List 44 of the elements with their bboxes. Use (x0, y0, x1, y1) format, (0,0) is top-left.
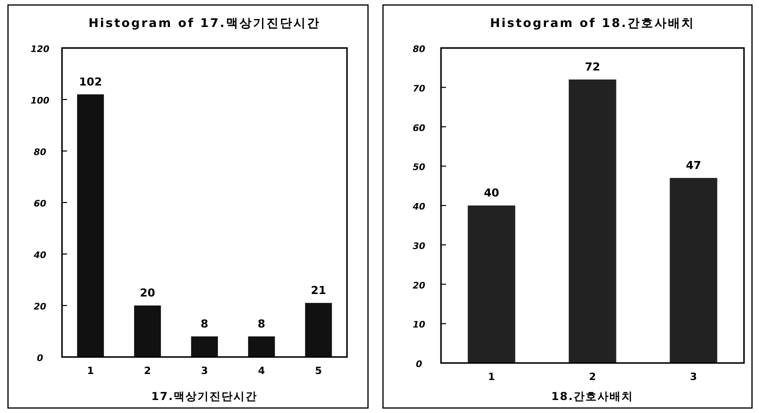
data-label: 40 (484, 186, 500, 200)
bar (468, 206, 516, 363)
y-tick-label: 10 (412, 320, 426, 331)
bar (191, 336, 218, 357)
data-label: 47 (686, 158, 702, 172)
y-tick-label: 40 (32, 251, 46, 261)
y-tick-label: 70 (412, 84, 426, 94)
x-tick-label: 2 (589, 372, 596, 383)
y-tick-label: 100 (30, 96, 50, 106)
x-axis-title: 18.간호사배치 (551, 390, 634, 403)
y-tick-label: 80 (34, 148, 46, 158)
y-tick-label: 20 (34, 302, 46, 312)
data-label: 102 (79, 75, 102, 88)
x-tick-label: 2 (144, 366, 152, 377)
bar (248, 336, 275, 357)
x-tick-label: 1 (87, 366, 94, 377)
y-tick-label: 0 (416, 360, 422, 370)
data-label: 20 (140, 286, 156, 300)
y-tick-label: 80 (412, 45, 426, 55)
y-tick-label: 120 (30, 45, 50, 55)
bar (305, 302, 332, 357)
y-tick-label: 0 (36, 354, 44, 364)
y-tick-label: 50 (412, 163, 426, 174)
bar (77, 94, 104, 357)
chart-title: Histogram of 18.간호사배치 (490, 16, 695, 30)
y-tick-label: 60 (412, 124, 426, 134)
chart-title: Histogram of 17.맥상기진단시간 (88, 16, 320, 30)
x-tick-label: 3 (690, 372, 698, 383)
y-tick-label: 20 (412, 281, 426, 292)
bar (568, 80, 616, 363)
bar (670, 178, 718, 363)
x-tick-label: 1 (488, 372, 496, 383)
data-label: 8 (258, 317, 266, 330)
x-axis-title: 17.맥상기진단시간 (151, 390, 258, 403)
y-tick-label: 60 (34, 200, 46, 210)
y-tick-label: 40 (412, 202, 426, 212)
data-label: 8 (200, 317, 208, 330)
x-tick-label: 3 (201, 366, 208, 377)
data-label: 72 (584, 60, 600, 74)
x-tick-label: 5 (315, 366, 322, 377)
bar (134, 306, 161, 357)
x-tick-label: 4 (258, 366, 266, 377)
y-tick-label: 30 (412, 242, 426, 252)
data-label: 21 (310, 284, 326, 297)
